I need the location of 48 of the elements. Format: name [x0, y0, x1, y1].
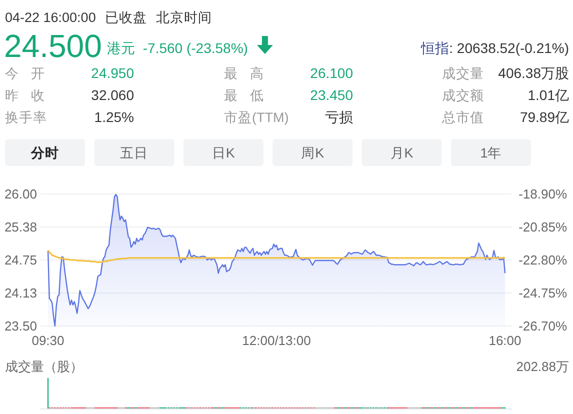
- y-tick-label: 24.75: [4, 252, 37, 268]
- text: 23.450: [310, 87, 354, 103]
- text: 406.38万股: [498, 65, 569, 81]
- text: 24.500: [4, 28, 102, 64]
- text: 总市值: [441, 110, 484, 125]
- y2-tick-label: -20.85%: [518, 220, 568, 234]
- text: -7.560 (-23.58%): [142, 40, 248, 56]
- text: 最高: [224, 66, 264, 81]
- y-tick-label: 25.38: [4, 220, 37, 234]
- x-tick-label: 16:00: [488, 333, 522, 348]
- text: 已收盘: [104, 10, 147, 25]
- text: 26.100: [310, 65, 354, 81]
- y-tick-label: 23.50: [4, 318, 37, 334]
- text: 亏损: [325, 109, 353, 125]
- x-tick-label: 09:30: [32, 333, 64, 348]
- text: 04-22 16:00:00: [5, 10, 96, 25]
- y2-tick-label: -18.90%: [518, 186, 568, 202]
- text: 1.01亿: [528, 87, 569, 103]
- text: 市盈(TTM): [224, 110, 289, 125]
- text: 成交额: [442, 88, 484, 103]
- y-tick-label: 24.13: [4, 286, 37, 300]
- text: 北京时间: [156, 10, 212, 25]
- text: 24.950: [91, 65, 134, 81]
- tab: 1年: [451, 139, 531, 166]
- x-tick-label: 12:00/13:00: [242, 333, 311, 348]
- tab: 分时: [5, 139, 85, 166]
- text: 港元: [106, 40, 135, 56]
- text: : 20638.52(-0.21%): [449, 40, 569, 56]
- text: 202.88万: [516, 359, 569, 374]
- text: 今开: [5, 66, 45, 81]
- text: 最低: [224, 88, 264, 103]
- text: 1.25%: [94, 109, 134, 125]
- text: 昨收: [5, 88, 45, 103]
- y2-tick-label: -24.75%: [518, 286, 568, 300]
- tab: 五日: [94, 139, 174, 166]
- text: 79.89亿: [520, 109, 569, 125]
- tab: 周K: [272, 139, 353, 166]
- text: 恒指: [420, 40, 450, 56]
- text: 32.060: [91, 87, 134, 103]
- line-series: [47, 250, 506, 263]
- tab: 日K: [183, 139, 264, 166]
- y-axis-title: 成交量（股）: [5, 359, 83, 374]
- y2-tick-label: -26.70%: [518, 318, 568, 334]
- y2-tick-label: -22.80%: [518, 252, 568, 268]
- y-tick-label: 26.00: [4, 186, 37, 202]
- text: 换手率: [5, 110, 47, 125]
- text: 成交量: [442, 66, 484, 81]
- tab: 月K: [362, 139, 442, 166]
